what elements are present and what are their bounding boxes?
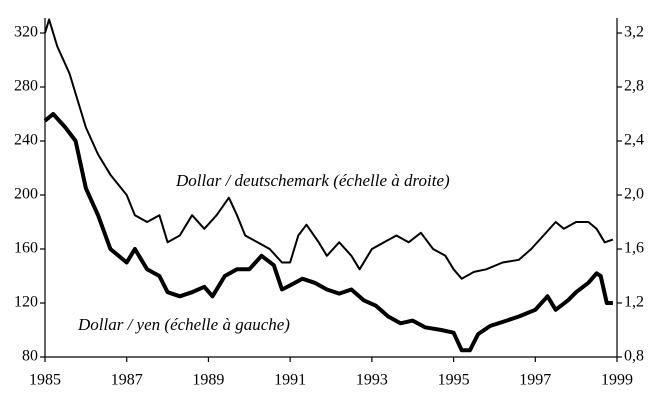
x-tick-label: 1993 [356, 372, 388, 389]
x-tick-label: 1995 [438, 372, 470, 389]
series-line [44, 18, 614, 280]
y-tick-label: 120 [14, 294, 38, 311]
y-tick-label: 280 [14, 78, 38, 95]
y-tick-label: 160 [14, 240, 38, 257]
y2-tick-label: 2,4 [624, 132, 644, 149]
x-tick-label: 1991 [274, 372, 306, 389]
series-line [43, 112, 613, 353]
y2-tick-label: 2,8 [624, 78, 644, 95]
annotation: Dollar / yen (échelle à gauche) [77, 315, 290, 334]
y-tick-label: 320 [14, 24, 38, 41]
y2-tick-label: 0,8 [624, 348, 644, 365]
x-tick-label: 1987 [111, 372, 143, 389]
x-tick-label: 1999 [601, 372, 633, 389]
x-tick-label: 1997 [519, 372, 551, 389]
y2-tick-label: 1,2 [624, 294, 644, 311]
x-tick-label: 1989 [192, 372, 224, 389]
x-tick-label: 1985 [29, 372, 61, 389]
y-tick-label: 200 [14, 186, 38, 203]
y2-tick-label: 3,2 [624, 24, 644, 41]
y-tick-label: 240 [14, 132, 38, 149]
y2-tick-label: 1,6 [624, 240, 644, 257]
y2-tick-label: 2,0 [624, 186, 644, 203]
annotation: Dollar / deutschemark (échelle à droite) [175, 171, 450, 190]
y-tick-label: 80 [22, 348, 38, 365]
